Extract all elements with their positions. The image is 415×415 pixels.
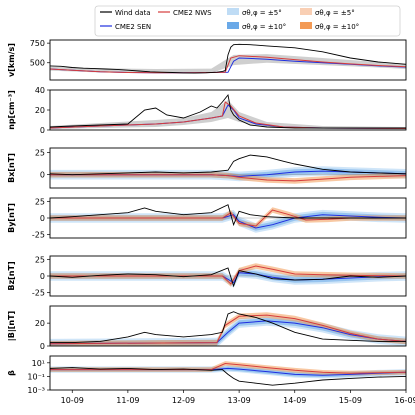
panel-v: 500 750 v[km/s] — [7, 39, 407, 81]
series-sen-beta — [50, 367, 406, 376]
ylabel-bx: Bx[nT] — [7, 153, 16, 183]
ytick-label-np-0: 0 — [40, 126, 45, 135]
series-wind-by — [50, 204, 406, 227]
frame-bx — [49, 147, 407, 189]
xtick-label-1: 11-09 — [116, 396, 139, 405]
series-wind-beta — [50, 367, 406, 386]
plot-area-bz — [50, 263, 406, 288]
xtick-label-6: 16-09 — [394, 396, 415, 405]
series-wind-bx — [50, 154, 406, 176]
panel-bz: -25 0 25 Bz[nT] — [7, 255, 407, 298]
series-nws-beta — [50, 362, 406, 374]
series-sen-by — [50, 214, 406, 229]
plot-area-bx — [50, 154, 406, 184]
series-sen-bz — [50, 272, 406, 284]
ytick-label-np-1: 20 — [35, 106, 45, 115]
x-axis: 10-09 11-09 12-09 13-09 14-09 15-09 16-09 — [61, 390, 415, 405]
legend-swatch-sen_in — [227, 8, 239, 15]
ytick-label-beta-1: 10⁻¹ — [27, 372, 45, 381]
ytick-label-np-2: 40 — [35, 86, 45, 95]
ylabel-v: v[km/s] — [7, 43, 16, 77]
panel-bx: 0 25 Bx[nT] — [7, 147, 407, 189]
series-nws-b — [50, 314, 406, 345]
series-wind-b — [50, 311, 406, 344]
series-nws-by — [50, 209, 406, 227]
xtick-label-2: 12-09 — [172, 396, 195, 405]
frame-v — [49, 39, 407, 81]
ytick-label-beta-0: 10¹ — [32, 359, 45, 368]
ytick-label-v-0: 500 — [30, 59, 45, 68]
xtick-label-0: 10-09 — [61, 396, 84, 405]
legend-label-nws_in: σθ,φ = ±5° — [315, 9, 355, 17]
ylabel-bz: Bz[nT] — [7, 261, 16, 290]
series-nws-bx — [50, 174, 406, 182]
ylabel-by: By[nT] — [7, 203, 16, 233]
ytick-label-by-1: 0 — [40, 214, 45, 223]
legend-swatch-nws_in — [300, 8, 312, 15]
ytick-label-bx-0: 0 — [40, 171, 45, 180]
frame-b — [49, 305, 407, 347]
ytick-label-bx-1: 25 — [35, 148, 45, 157]
series-nws-np — [50, 101, 406, 129]
panel-b: 0 20 |B|[nT] — [7, 305, 407, 351]
ytick-label-bz-0: -25 — [32, 289, 45, 298]
band-gray-np — [50, 100, 406, 130]
series-wind-bz — [50, 267, 406, 288]
ytick-label-b-0: 0 — [40, 342, 45, 351]
series-wind-v — [50, 43, 406, 74]
legend: Wind data CME2 NWS σθ,φ = ±5° σθ,φ = ±5° CME… — [94, 5, 401, 37]
series-wind-np — [50, 93, 406, 129]
plot-area-by — [50, 204, 406, 233]
legend-label-sen_out: σθ,φ = ±10° — [242, 23, 286, 31]
ytick-label-by-2: 25 — [35, 197, 45, 206]
series-nws-v — [50, 55, 406, 74]
legend-swatch-nws_out — [300, 22, 312, 29]
legend-label-wind: Wind data — [115, 9, 151, 17]
legend-label-nws: CME2 NWS — [173, 9, 212, 17]
legend-label-nws_out: σθ,φ = ±10° — [315, 23, 359, 31]
plot-area-beta — [50, 361, 406, 386]
xtick-label-5: 15-09 — [339, 396, 362, 405]
panel-np: 0 20 40 np[cm⁻³] — [7, 86, 407, 135]
series-sen-b — [50, 320, 406, 345]
legend-frame — [94, 5, 401, 37]
ytick-label-bz-2: 25 — [35, 255, 45, 264]
panel-by: -25 0 25 By[nT] — [7, 197, 407, 240]
ylabel-beta: β — [7, 370, 16, 376]
series-nws-bz — [50, 265, 406, 285]
ytick-label-v-1: 750 — [30, 39, 45, 48]
plot-area-v — [50, 43, 406, 74]
legend-swatch-sen_out — [227, 22, 239, 29]
ytick-label-b-1: 20 — [35, 319, 45, 328]
ytick-label-beta-2: 10⁻³ — [27, 386, 45, 395]
plot-area-np — [50, 93, 406, 130]
panels: 500 750 v[km/s] 0 20 40 np[cm⁻³] 0 25 Bx[nT] -25 0 2… — [7, 39, 407, 395]
xtick-label-4: 14-09 — [283, 396, 306, 405]
frame-beta — [49, 355, 407, 391]
xtick-label-3: 13-09 — [228, 396, 251, 405]
ylabel-b: |B|[nT] — [7, 311, 16, 341]
ytick-label-bz-1: 0 — [40, 272, 45, 281]
legend-label-sen_in: σθ,φ = ±5° — [242, 9, 282, 17]
band-gray-v — [50, 54, 406, 74]
legend-label-sen: CME2 SEN — [115, 23, 151, 31]
panel-beta: 10¹ 10⁻¹ 10⁻³ β — [7, 355, 407, 395]
ytick-label-by-0: -25 — [32, 231, 45, 240]
ylabel-np: np[cm⁻³] — [7, 90, 16, 130]
plot-area-b — [50, 311, 406, 346]
